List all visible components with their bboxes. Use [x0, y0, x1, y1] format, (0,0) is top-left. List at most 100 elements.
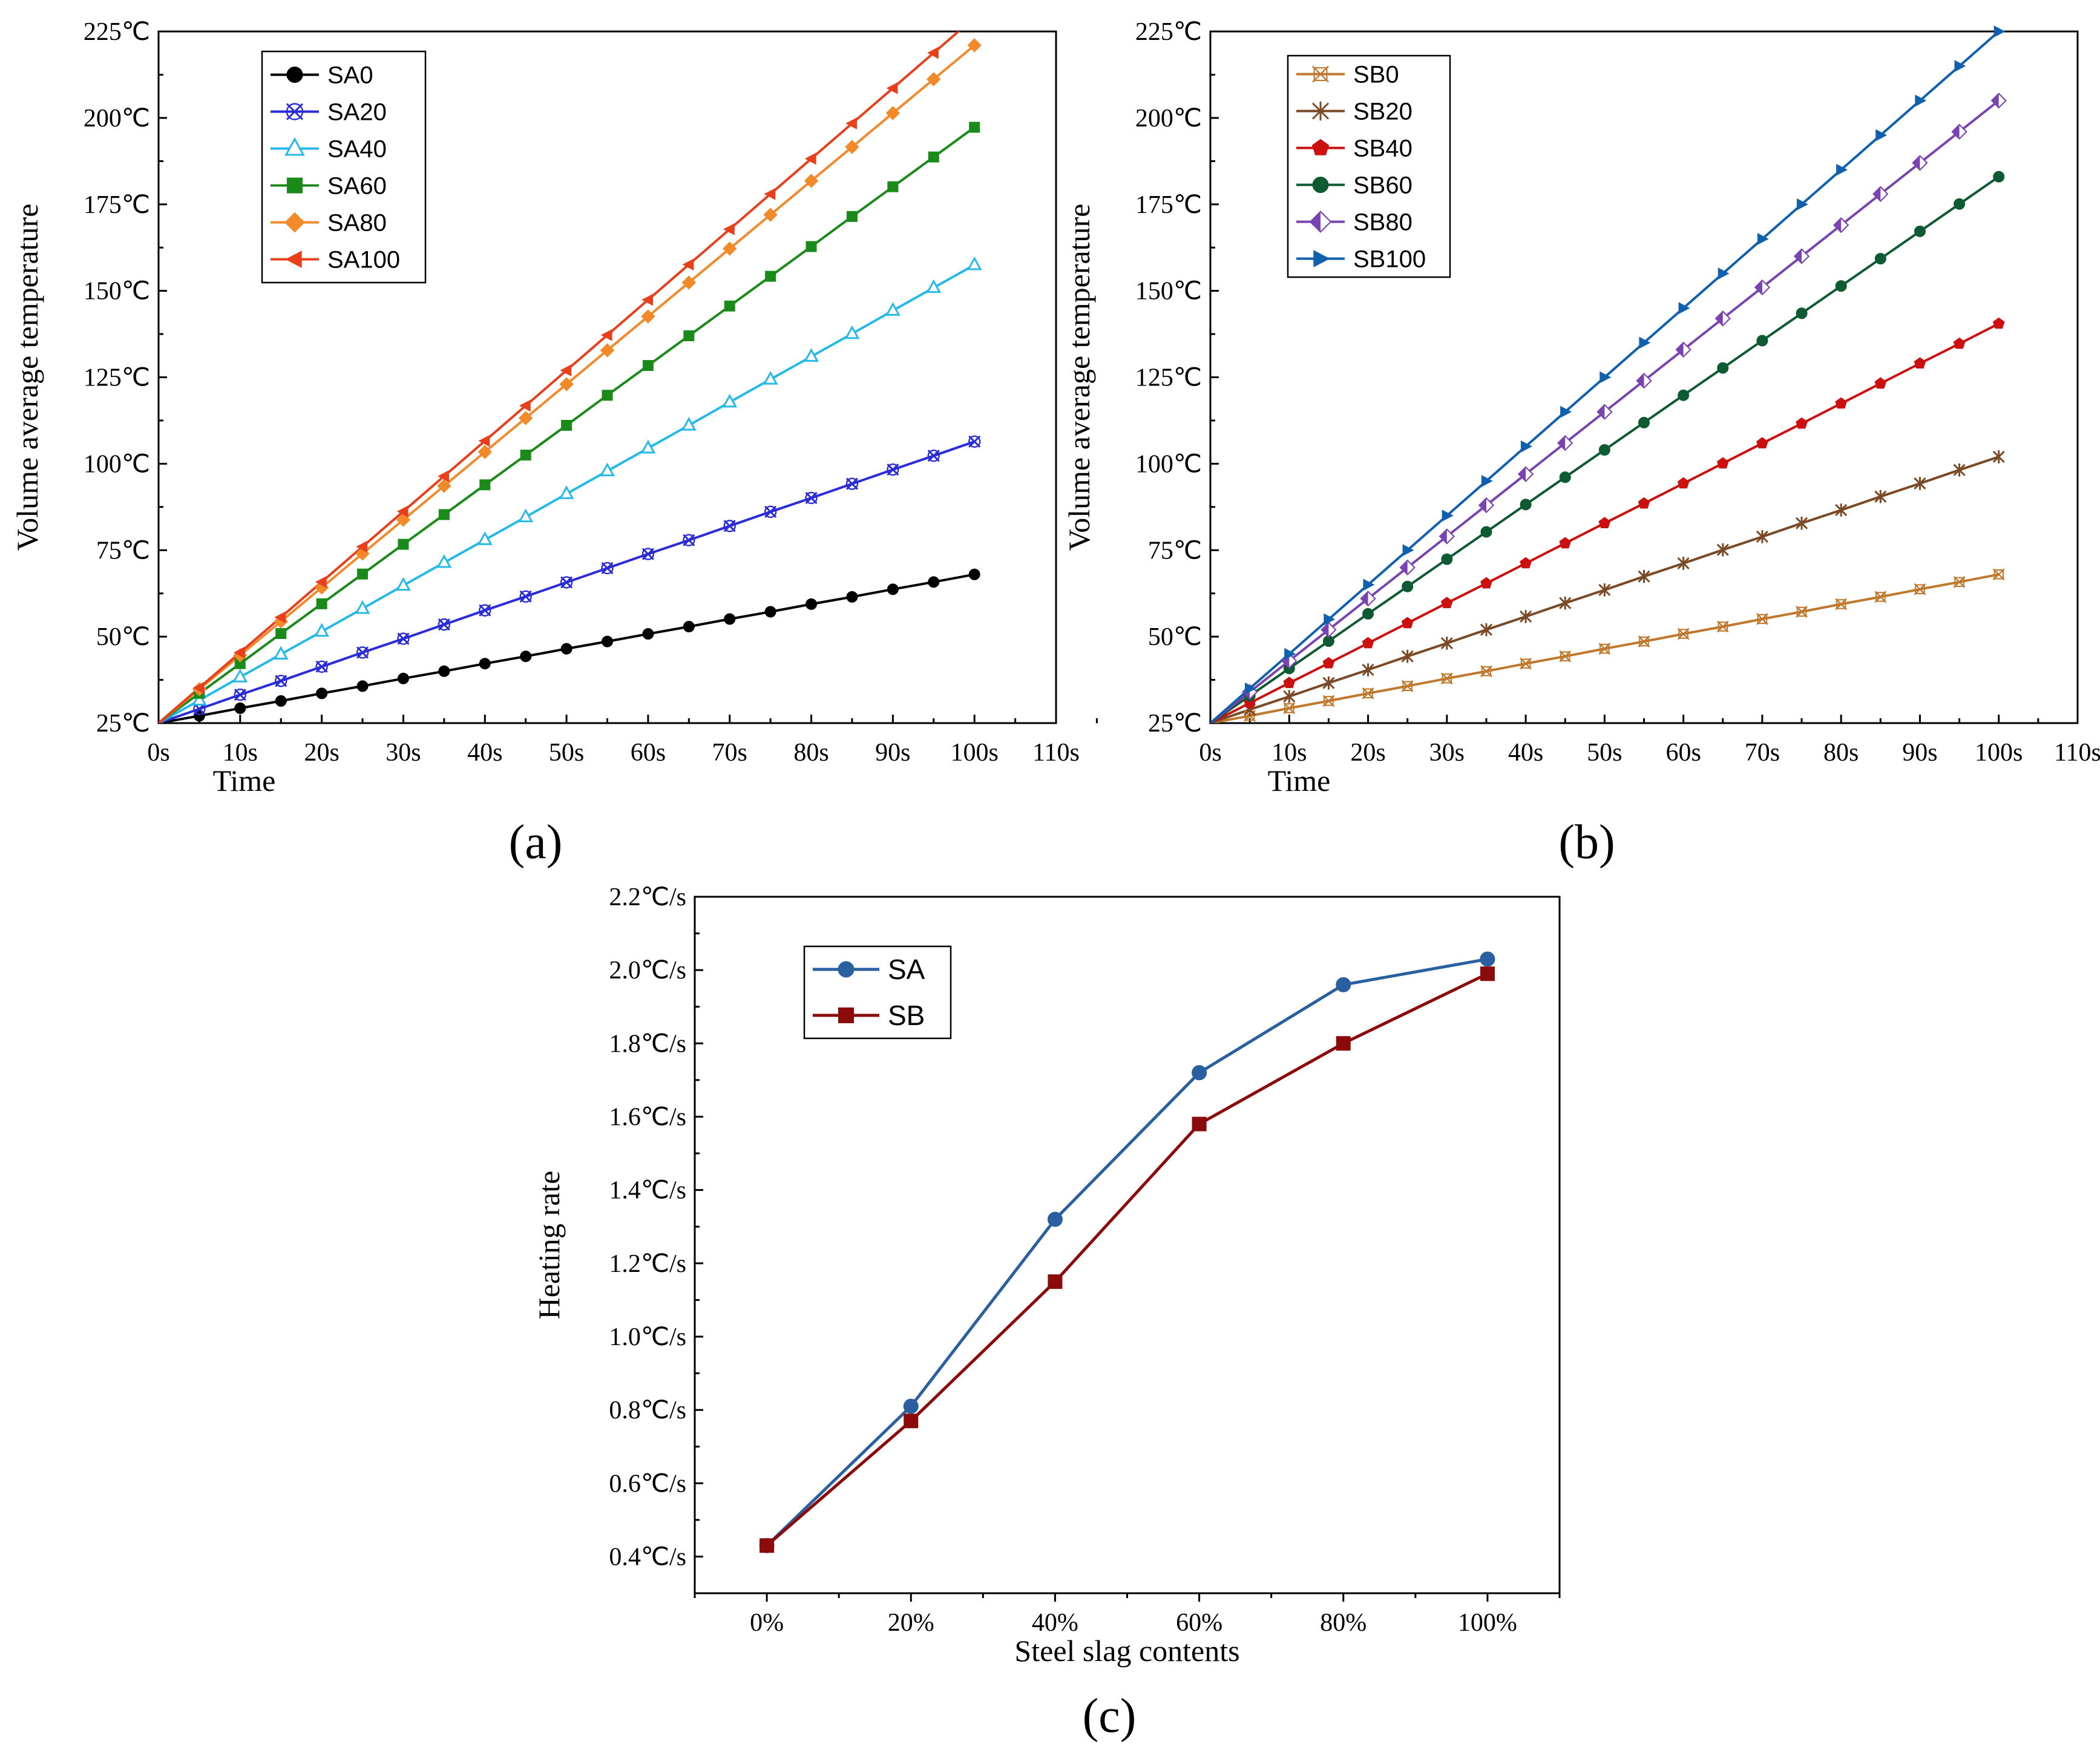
- data-point-SB0-box: [1520, 658, 1531, 669]
- data-point-SA20-cross: [275, 675, 287, 687]
- y-tick-label: 50℃: [1148, 623, 1202, 651]
- data-point-SA80: [845, 140, 859, 154]
- data-point-SB20: [1598, 583, 1611, 597]
- data-point-SA20-ring: [683, 534, 695, 546]
- data-point-SA20-ring: [479, 604, 491, 617]
- data-point-SA80: [600, 343, 615, 358]
- data-point-SA100: [764, 188, 776, 200]
- data-point-SA20: [397, 632, 410, 645]
- data-point-SB60: [1756, 335, 1768, 347]
- data-point-SB80-fill: [1440, 529, 1447, 544]
- data-point-SA60: [561, 419, 573, 431]
- data-point-SA100: [274, 611, 286, 624]
- data-point-SB0-cross: [1992, 568, 2005, 581]
- panel-label: (c): [1083, 1689, 1137, 1743]
- legend-marker: [286, 67, 303, 83]
- data-point-SB100: [1520, 440, 1532, 453]
- data-point-SB60: [1441, 553, 1453, 565]
- data-point-SB40: [1953, 337, 1966, 349]
- data-point-SB40: [1914, 357, 1926, 369]
- data-point-SA40: [885, 302, 901, 316]
- data-point-SA20-cross: [887, 464, 899, 476]
- data-point-SA100: [438, 470, 449, 482]
- data-point-SB40: [1401, 617, 1414, 629]
- data-point-SA60: [234, 658, 246, 669]
- data-point-SB100: [1402, 544, 1414, 557]
- data-point-SA80: [437, 479, 451, 493]
- data-point-SA40: [477, 531, 493, 545]
- data-point-SA20-cross: [845, 477, 859, 490]
- data-point-SA80: [967, 38, 982, 53]
- data-point-SA20-cross: [805, 491, 818, 505]
- legend-marker-box: [1313, 67, 1328, 81]
- data-point-SA60: [398, 539, 409, 550]
- data-point-SA100: [682, 258, 694, 271]
- data-point-SA20: [315, 660, 328, 673]
- x-tick-label: 50s: [1587, 739, 1622, 767]
- y-tick-label: 1.8℃/s: [609, 1030, 686, 1058]
- data-point-SB20: [1322, 676, 1335, 690]
- y-tick-label: 150℃: [84, 278, 150, 306]
- data-point-SB80: [1793, 248, 1810, 264]
- legend-marker: [284, 137, 305, 156]
- legend-label: SA60: [327, 173, 387, 200]
- data-point-SA100: [723, 223, 735, 235]
- y-tick-label: 100℃: [1135, 450, 1202, 478]
- data-point-SB80-fill: [1873, 186, 1881, 201]
- data-point-SB40: [1716, 457, 1729, 469]
- markers-group: [191, 38, 982, 722]
- data-point-SB80: [1399, 559, 1416, 576]
- data-point-SB40: [1638, 497, 1650, 509]
- y-tick-label: 100℃: [84, 450, 150, 478]
- data-point-SA20-cross: [723, 520, 736, 532]
- data-point-SB0-cross: [1796, 606, 1808, 618]
- data-point-SB40: [1796, 417, 1808, 429]
- data-point-SA0: [560, 643, 573, 655]
- data-point-SA40: [559, 485, 574, 499]
- y-tick-label: 1.0℃/s: [609, 1323, 686, 1351]
- data-point-SA20-ring: [356, 646, 369, 659]
- data-point-SA100: [315, 575, 327, 588]
- data-point-SB40: [1992, 317, 2005, 329]
- data-point-SB0-box: [1639, 636, 1649, 647]
- data-point-SA40: [966, 256, 982, 270]
- data-point-SA20: [479, 604, 491, 617]
- data-point-SA20-ring: [234, 688, 247, 701]
- data-point-SB0: [1835, 598, 1848, 611]
- data-point-SA80: [559, 377, 574, 391]
- data-point-SA0: [397, 672, 409, 684]
- data-point-SB: [1336, 1036, 1351, 1051]
- data-point-SB80-fill: [1360, 591, 1368, 606]
- data-point-SB20: [1716, 543, 1729, 557]
- data-point-SA20-ring: [641, 548, 655, 560]
- data-point-SB60: [1520, 499, 1532, 511]
- data-point-SA100: [927, 47, 939, 59]
- data-point-SB40: [1677, 477, 1690, 489]
- data-point-SA60: [642, 360, 654, 372]
- data-point-SA40: [436, 554, 452, 568]
- data-point-SB0-box: [1284, 703, 1294, 713]
- y-tick-label: 25℃: [1148, 710, 1202, 738]
- panel-label: (b): [1558, 816, 1615, 869]
- series-line-SA: [766, 957, 1488, 1547]
- data-point-SA20: [601, 562, 614, 575]
- data-point-SA40: [314, 623, 330, 637]
- data-point-SB0: [1716, 620, 1729, 633]
- legend-box: [803, 945, 952, 1040]
- y-tick-label: 2.2℃/s: [609, 883, 686, 911]
- data-point-SA20: [519, 590, 532, 603]
- data-point-SB0-cross: [1756, 613, 1768, 625]
- y-tick-label: 50℃: [96, 623, 150, 651]
- data-point-SA80: [477, 445, 492, 459]
- data-point-SA20-cross: [479, 604, 491, 617]
- legend-label: SA100: [327, 247, 400, 274]
- legend-label: SA20: [327, 99, 387, 126]
- data-point-SB40: [1480, 577, 1492, 589]
- data-point-SA60: [724, 300, 735, 312]
- panel-label: (a): [509, 816, 563, 869]
- data-point-SB40: [1756, 437, 1768, 448]
- data-point-SA100: [519, 399, 531, 412]
- data-point-SA80: [274, 614, 288, 629]
- data-point-SA20: [927, 450, 940, 462]
- data-point-SA40: [518, 508, 534, 523]
